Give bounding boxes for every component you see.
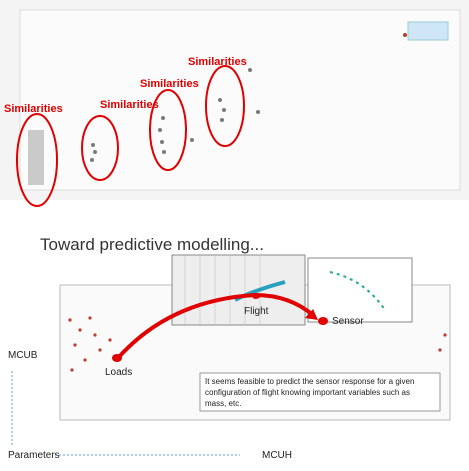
inset-sensor <box>307 257 413 323</box>
annotation: Similarities <box>188 56 247 68</box>
label: Flight <box>244 306 269 317</box>
top-points <box>28 33 407 185</box>
cluster-ellipse <box>205 65 245 147</box>
slide-title: Toward predictive modelling... <box>40 235 264 254</box>
y-axis-label: MCUB <box>8 350 38 361</box>
inset-grid <box>184 255 261 325</box>
arrow <box>254 293 316 318</box>
cluster-ellipse <box>149 89 187 171</box>
cluster-ellipse <box>16 113 58 207</box>
arrow-head <box>305 309 318 320</box>
label: Sensor <box>332 316 364 327</box>
annotation: Similarities <box>140 78 199 90</box>
annotation: Similarities <box>100 99 159 111</box>
bottom-points <box>68 316 447 372</box>
annotation: Similarities <box>4 103 63 115</box>
top-plot-area <box>19 9 461 191</box>
note-box <box>199 372 441 412</box>
inset-flight <box>171 254 306 326</box>
arrow <box>116 293 256 360</box>
axis-caption: Parameters <box>8 450 60 461</box>
x-axis-label: MCUH <box>262 450 292 461</box>
marker <box>112 354 122 362</box>
cluster-ellipse <box>81 115 119 181</box>
tooltip <box>407 21 449 41</box>
marker <box>318 317 328 325</box>
marker <box>252 293 260 299</box>
note: It seems feasible to predict the sensor … <box>205 377 417 408</box>
label: Loads <box>105 367 132 378</box>
